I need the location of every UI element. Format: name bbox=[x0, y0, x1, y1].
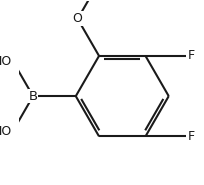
Text: F: F bbox=[187, 49, 194, 62]
Text: B: B bbox=[29, 90, 38, 103]
Text: HO: HO bbox=[0, 125, 12, 138]
Text: O: O bbox=[73, 12, 83, 25]
Text: F: F bbox=[187, 130, 194, 143]
Text: HO: HO bbox=[0, 55, 12, 68]
